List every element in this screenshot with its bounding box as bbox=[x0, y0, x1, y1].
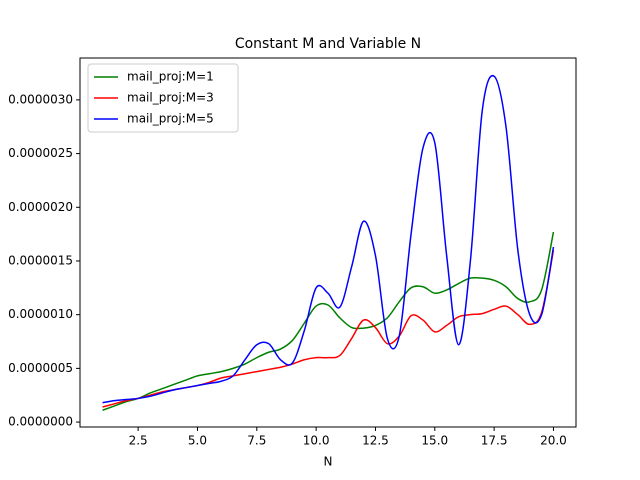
x-tick-label: 17.5 bbox=[481, 434, 508, 448]
x-tick-label: 12.5 bbox=[362, 434, 389, 448]
x-tick-label: 2.5 bbox=[129, 434, 148, 448]
x-axis-label: N bbox=[324, 455, 333, 469]
y-tick-label: 0.0000010 bbox=[8, 307, 73, 321]
legend-label: mail_proj:M=3 bbox=[127, 91, 214, 105]
y-tick-label: 0.0000000 bbox=[8, 415, 73, 429]
chart-title: Constant M and Variable N bbox=[235, 36, 421, 52]
x-tick-label: 20.0 bbox=[540, 434, 567, 448]
y-tick-label: 0.0000005 bbox=[8, 361, 73, 375]
x-tick-label: 15.0 bbox=[421, 434, 448, 448]
x-tick-label: 7.5 bbox=[247, 434, 266, 448]
y-tick-label: 0.0000015 bbox=[8, 253, 73, 267]
series-line bbox=[102, 74, 555, 404]
x-tick-label: 10.0 bbox=[303, 434, 330, 448]
y-tick-label: 0.0000030 bbox=[8, 92, 73, 106]
x-tick-label: 5.0 bbox=[188, 434, 207, 448]
y-tick-label: 0.0000025 bbox=[8, 146, 73, 160]
y-tick-label: 0.0000020 bbox=[8, 200, 73, 214]
legend-label: mail_proj:M=5 bbox=[127, 112, 214, 126]
series-line bbox=[102, 231, 555, 411]
legend-box bbox=[87, 63, 239, 133]
legend-label: mail_proj:M=1 bbox=[127, 70, 214, 84]
